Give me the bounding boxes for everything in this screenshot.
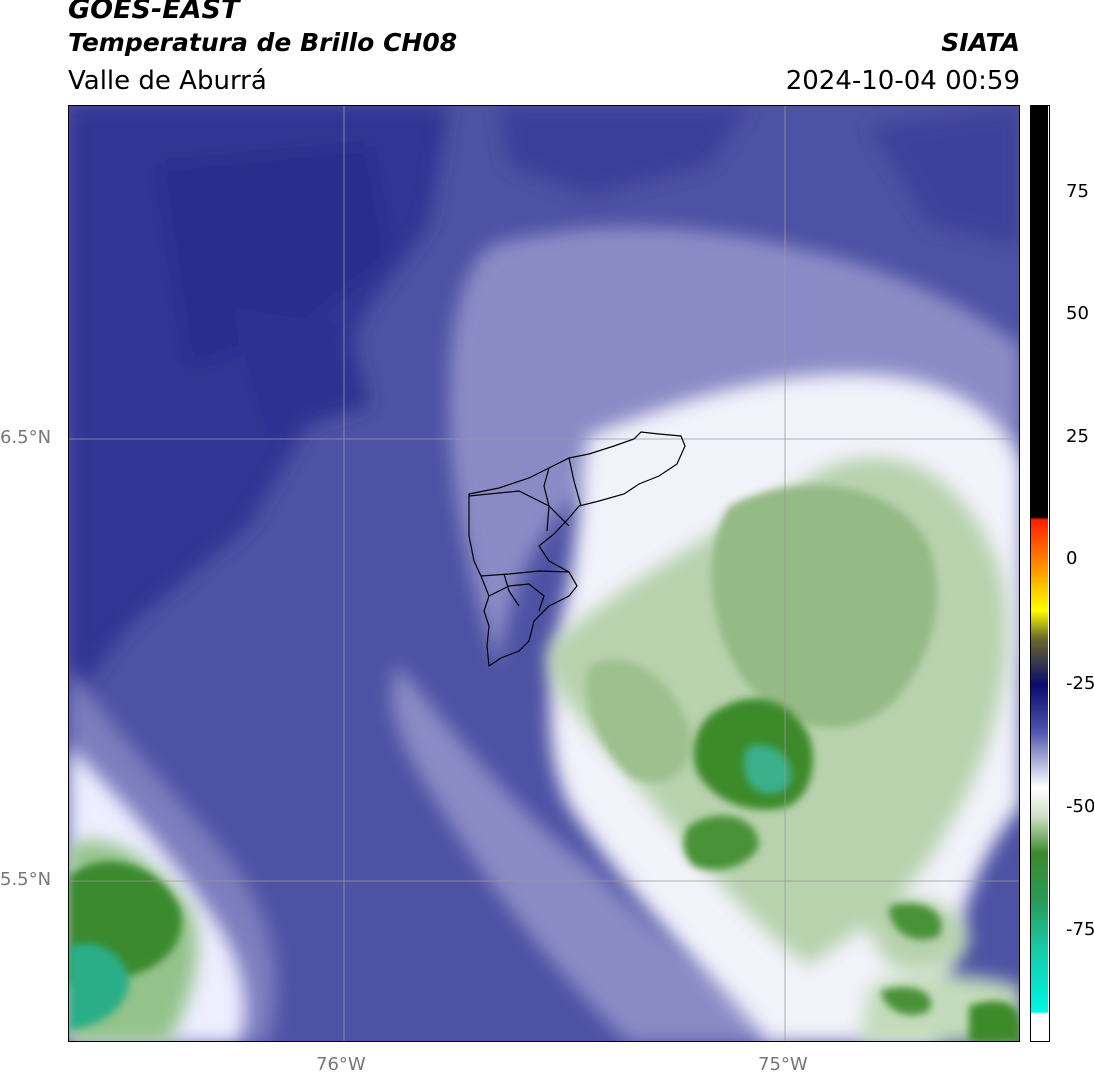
colorbar-tick-50: 50 <box>1066 303 1089 324</box>
colorbar-tick-neg25: -25 <box>1066 673 1094 694</box>
colorbar-tick-neg50: -50 <box>1066 796 1094 817</box>
lat-label-5-5: 5.5°N <box>0 869 52 890</box>
cold-cloud-region <box>69 106 1019 706</box>
colorbar-tick-neg75: -75 <box>1066 919 1094 940</box>
product-title: Temperatura de Brillo CH08 <box>68 28 458 57</box>
mid-green-region <box>586 485 937 783</box>
colorbar-tick-0: 0 <box>1066 548 1078 569</box>
colorbar-tick-75: 75 <box>1066 181 1089 202</box>
aburra-valley-municipalities <box>468 431 686 668</box>
satellite-title: GOES-EAST <box>68 0 240 25</box>
coldest-core <box>69 745 792 1031</box>
organization-label: SIATA <box>941 28 1020 57</box>
lat-label-6-5: 6.5°N <box>0 427 52 448</box>
region-subtitle: Valle de Aburrá <box>68 66 267 96</box>
brightness-temperature-map[interactable] <box>68 105 1020 1042</box>
lon-label-75w: 75°W <box>758 1054 808 1075</box>
colorbar-gradient <box>1031 106 1048 1040</box>
colorbar-tick-25: 25 <box>1066 426 1089 447</box>
map-canvas <box>69 106 1019 1041</box>
lon-label-76w: 76°W <box>316 1054 366 1075</box>
colorbar <box>1030 105 1050 1042</box>
graticule <box>69 106 1019 1041</box>
timestamp-label: 2024-10-04 00:59 <box>785 66 1020 96</box>
